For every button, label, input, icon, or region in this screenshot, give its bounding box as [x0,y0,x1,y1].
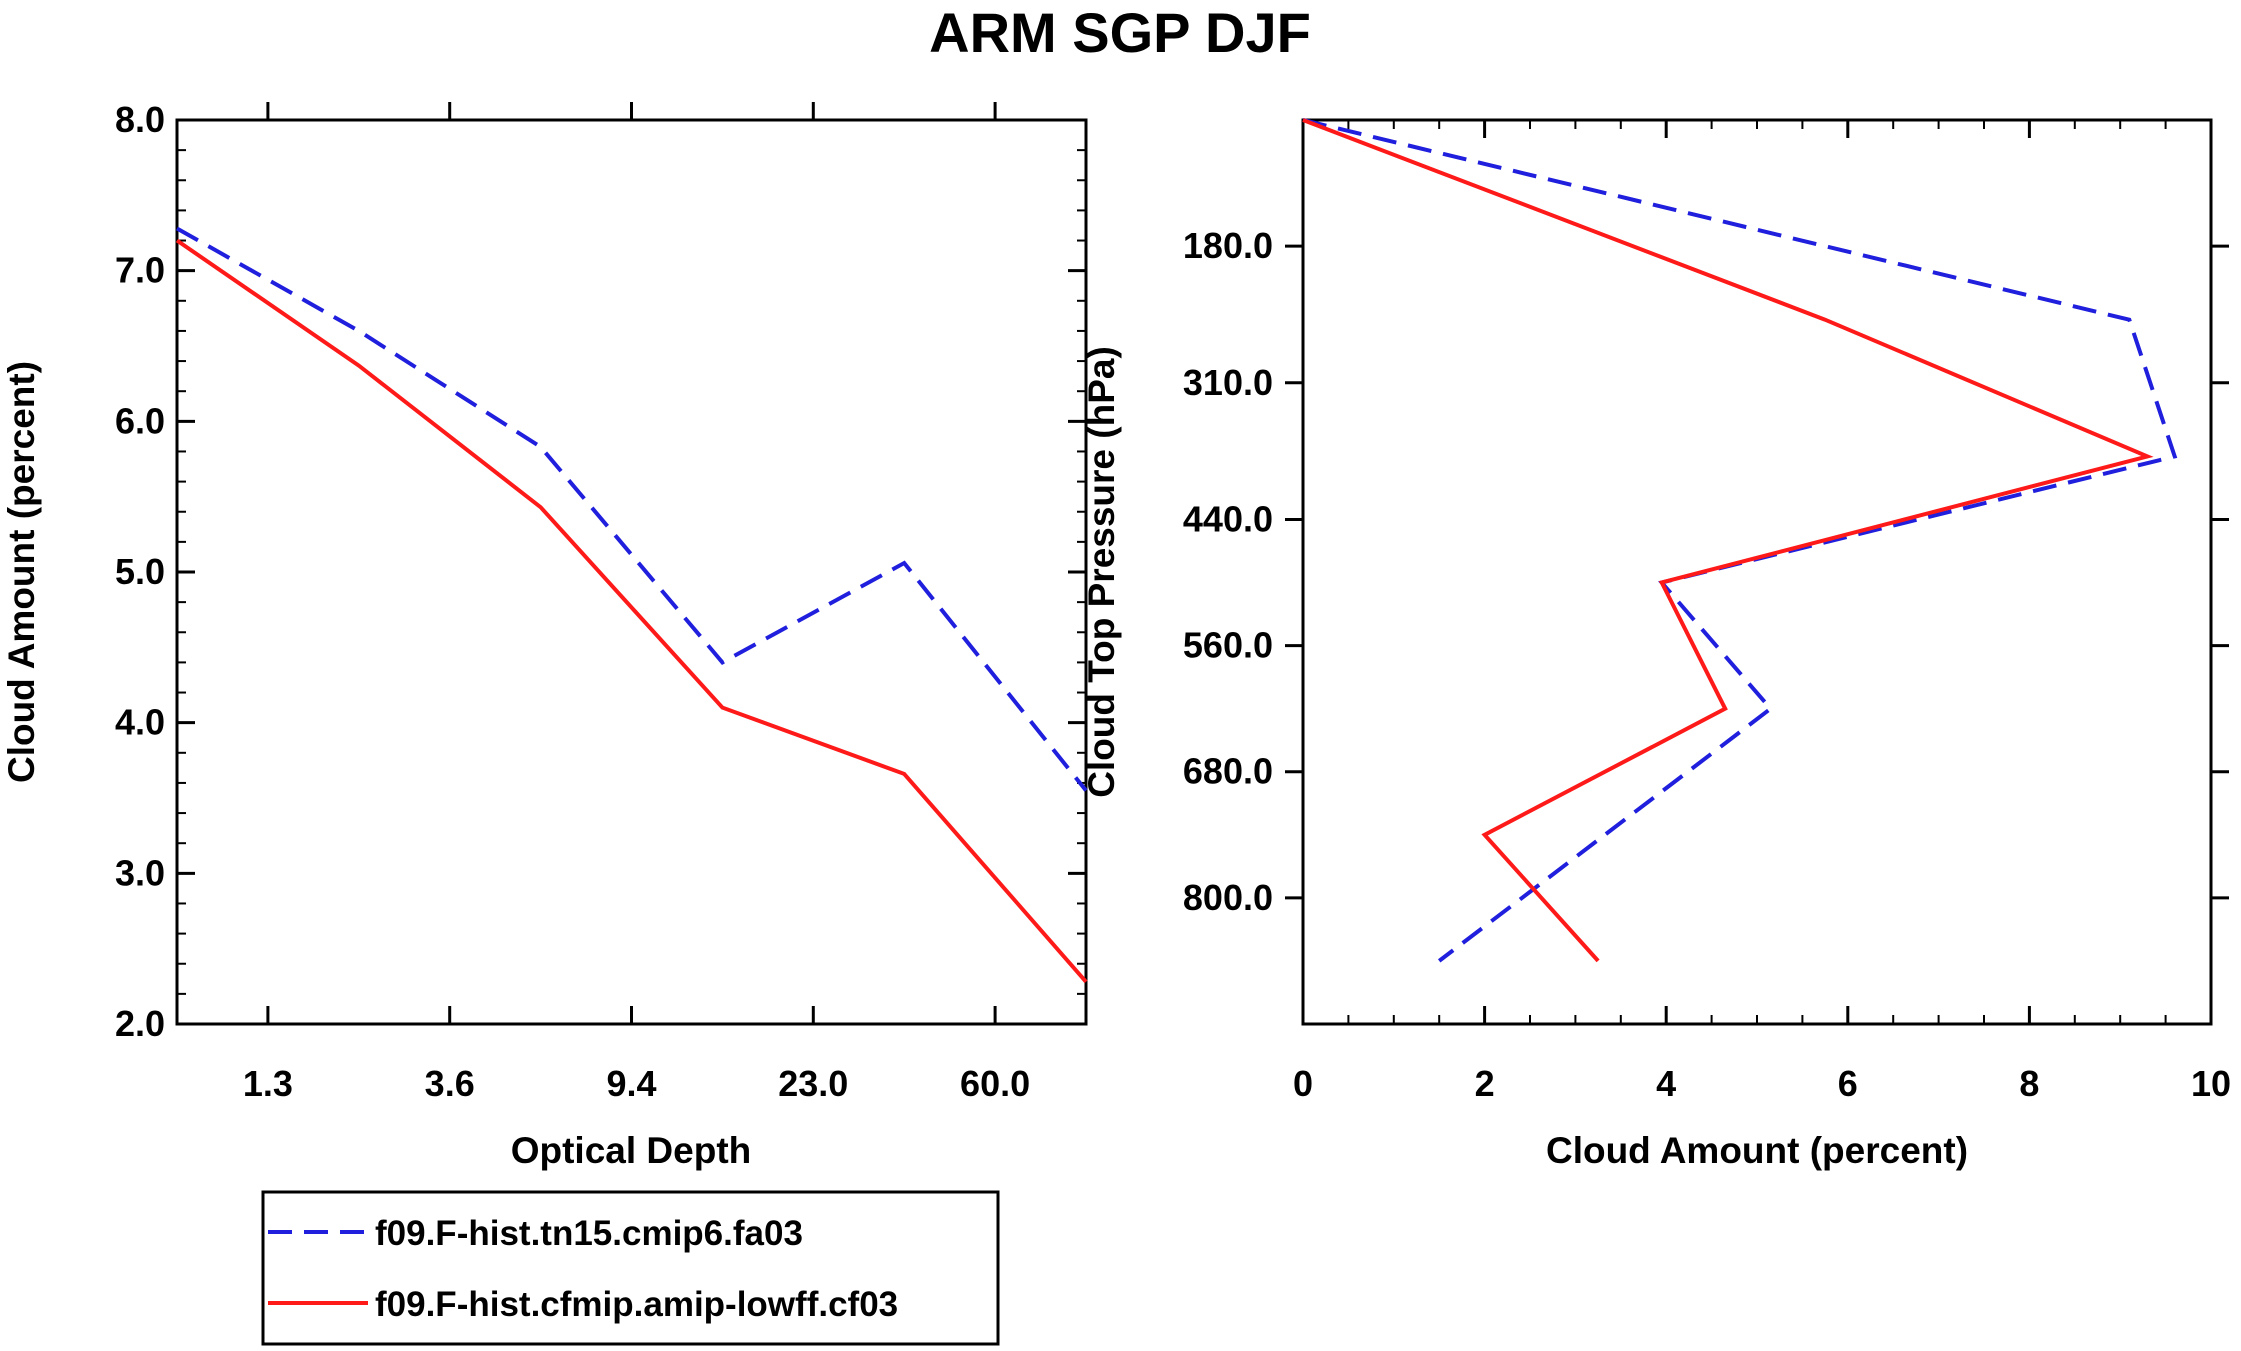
chart-title: ARM SGP DJF [929,1,1311,64]
left-y-tick-label: 3.0 [115,852,165,893]
left-y-tick-label: 5.0 [115,551,165,592]
left-y-tick-label: 4.0 [115,702,165,743]
right-ticks: 0 2 4 6 8 10 180.0 310.0 440.0 560.0 680.0 800.0 [1183,120,2231,1104]
right-x-tick-label: 4 [1656,1063,1676,1104]
left-x-tick-label: 9.4 [606,1063,656,1104]
left-x-tick-label: 23.0 [778,1063,848,1104]
legend-label-series-2: f09.F-hist.cfmip.amip-lowff.cf03 [375,1285,898,1324]
right-plot-frame [1301,118,2213,1026]
right-x-tick-label: 2 [1475,1063,1495,1104]
left-y-tick-label: 2.0 [115,1003,165,1044]
left-ticks: 2.0 3.0 4.0 5.0 6.0 7.0 8.0 1.3 3.6 9.4 23.0 60.0 [115,99,1086,1104]
left-x-tick-label: 1.3 [243,1063,293,1104]
right-x-axis-label: Cloud Amount (percent) [1546,1130,1968,1171]
left-x-tick-label: 3.6 [425,1063,475,1104]
left-series-1-line [176,226,1088,792]
right-y-tick-label: 180.0 [1183,225,1273,266]
left-y-tick-label: 6.0 [115,400,165,441]
legend-label-series-1: f09.F-hist.tn15.cmip6.fa03 [375,1214,803,1253]
left-y-tick-label: 8.0 [115,99,165,140]
left-x-tick-label: 60.0 [960,1063,1030,1104]
right-x-tick-label: 6 [1838,1063,1858,1104]
left-series [175,226,1088,984]
right-y-tick-label: 680.0 [1183,751,1273,792]
right-panel: 0 2 4 6 8 10 180.0 310.0 440.0 560.0 680.0 800.0 Cl… [1081,118,2231,1171]
left-series-2-line [175,238,1088,984]
right-series [1302,118,2178,963]
right-x-tick-label: 10 [2191,1063,2231,1104]
right-series-1-line [1302,118,2178,963]
left-plot-frame [175,118,1088,1026]
right-series-2-line [1302,118,2154,963]
legend-box [261,1190,1000,1346]
right-y-axis-label: Cloud Top Pressure (hPa) [1081,346,1122,798]
left-y-axis-label: Cloud Amount (percent) [1,361,42,783]
left-panel: 2.0 3.0 4.0 5.0 6.0 7.0 8.0 1.3 3.6 9.4 23.0 60.0 O… [1,99,1088,1171]
legend: f09.F-hist.tn15.cmip6.fa03 f09.F-hist.cf… [261,1190,1000,1346]
right-y-tick-label: 440.0 [1183,498,1273,539]
left-y-tick-label: 7.0 [115,250,165,291]
left-x-axis-label: Optical Depth [511,1130,752,1171]
right-x-tick-label: 0 [1293,1063,1313,1104]
right-y-tick-label: 560.0 [1183,625,1273,666]
right-y-tick-label: 310.0 [1183,362,1273,403]
right-y-tick-label: 800.0 [1183,877,1273,918]
right-x-tick-label: 8 [2019,1063,2039,1104]
